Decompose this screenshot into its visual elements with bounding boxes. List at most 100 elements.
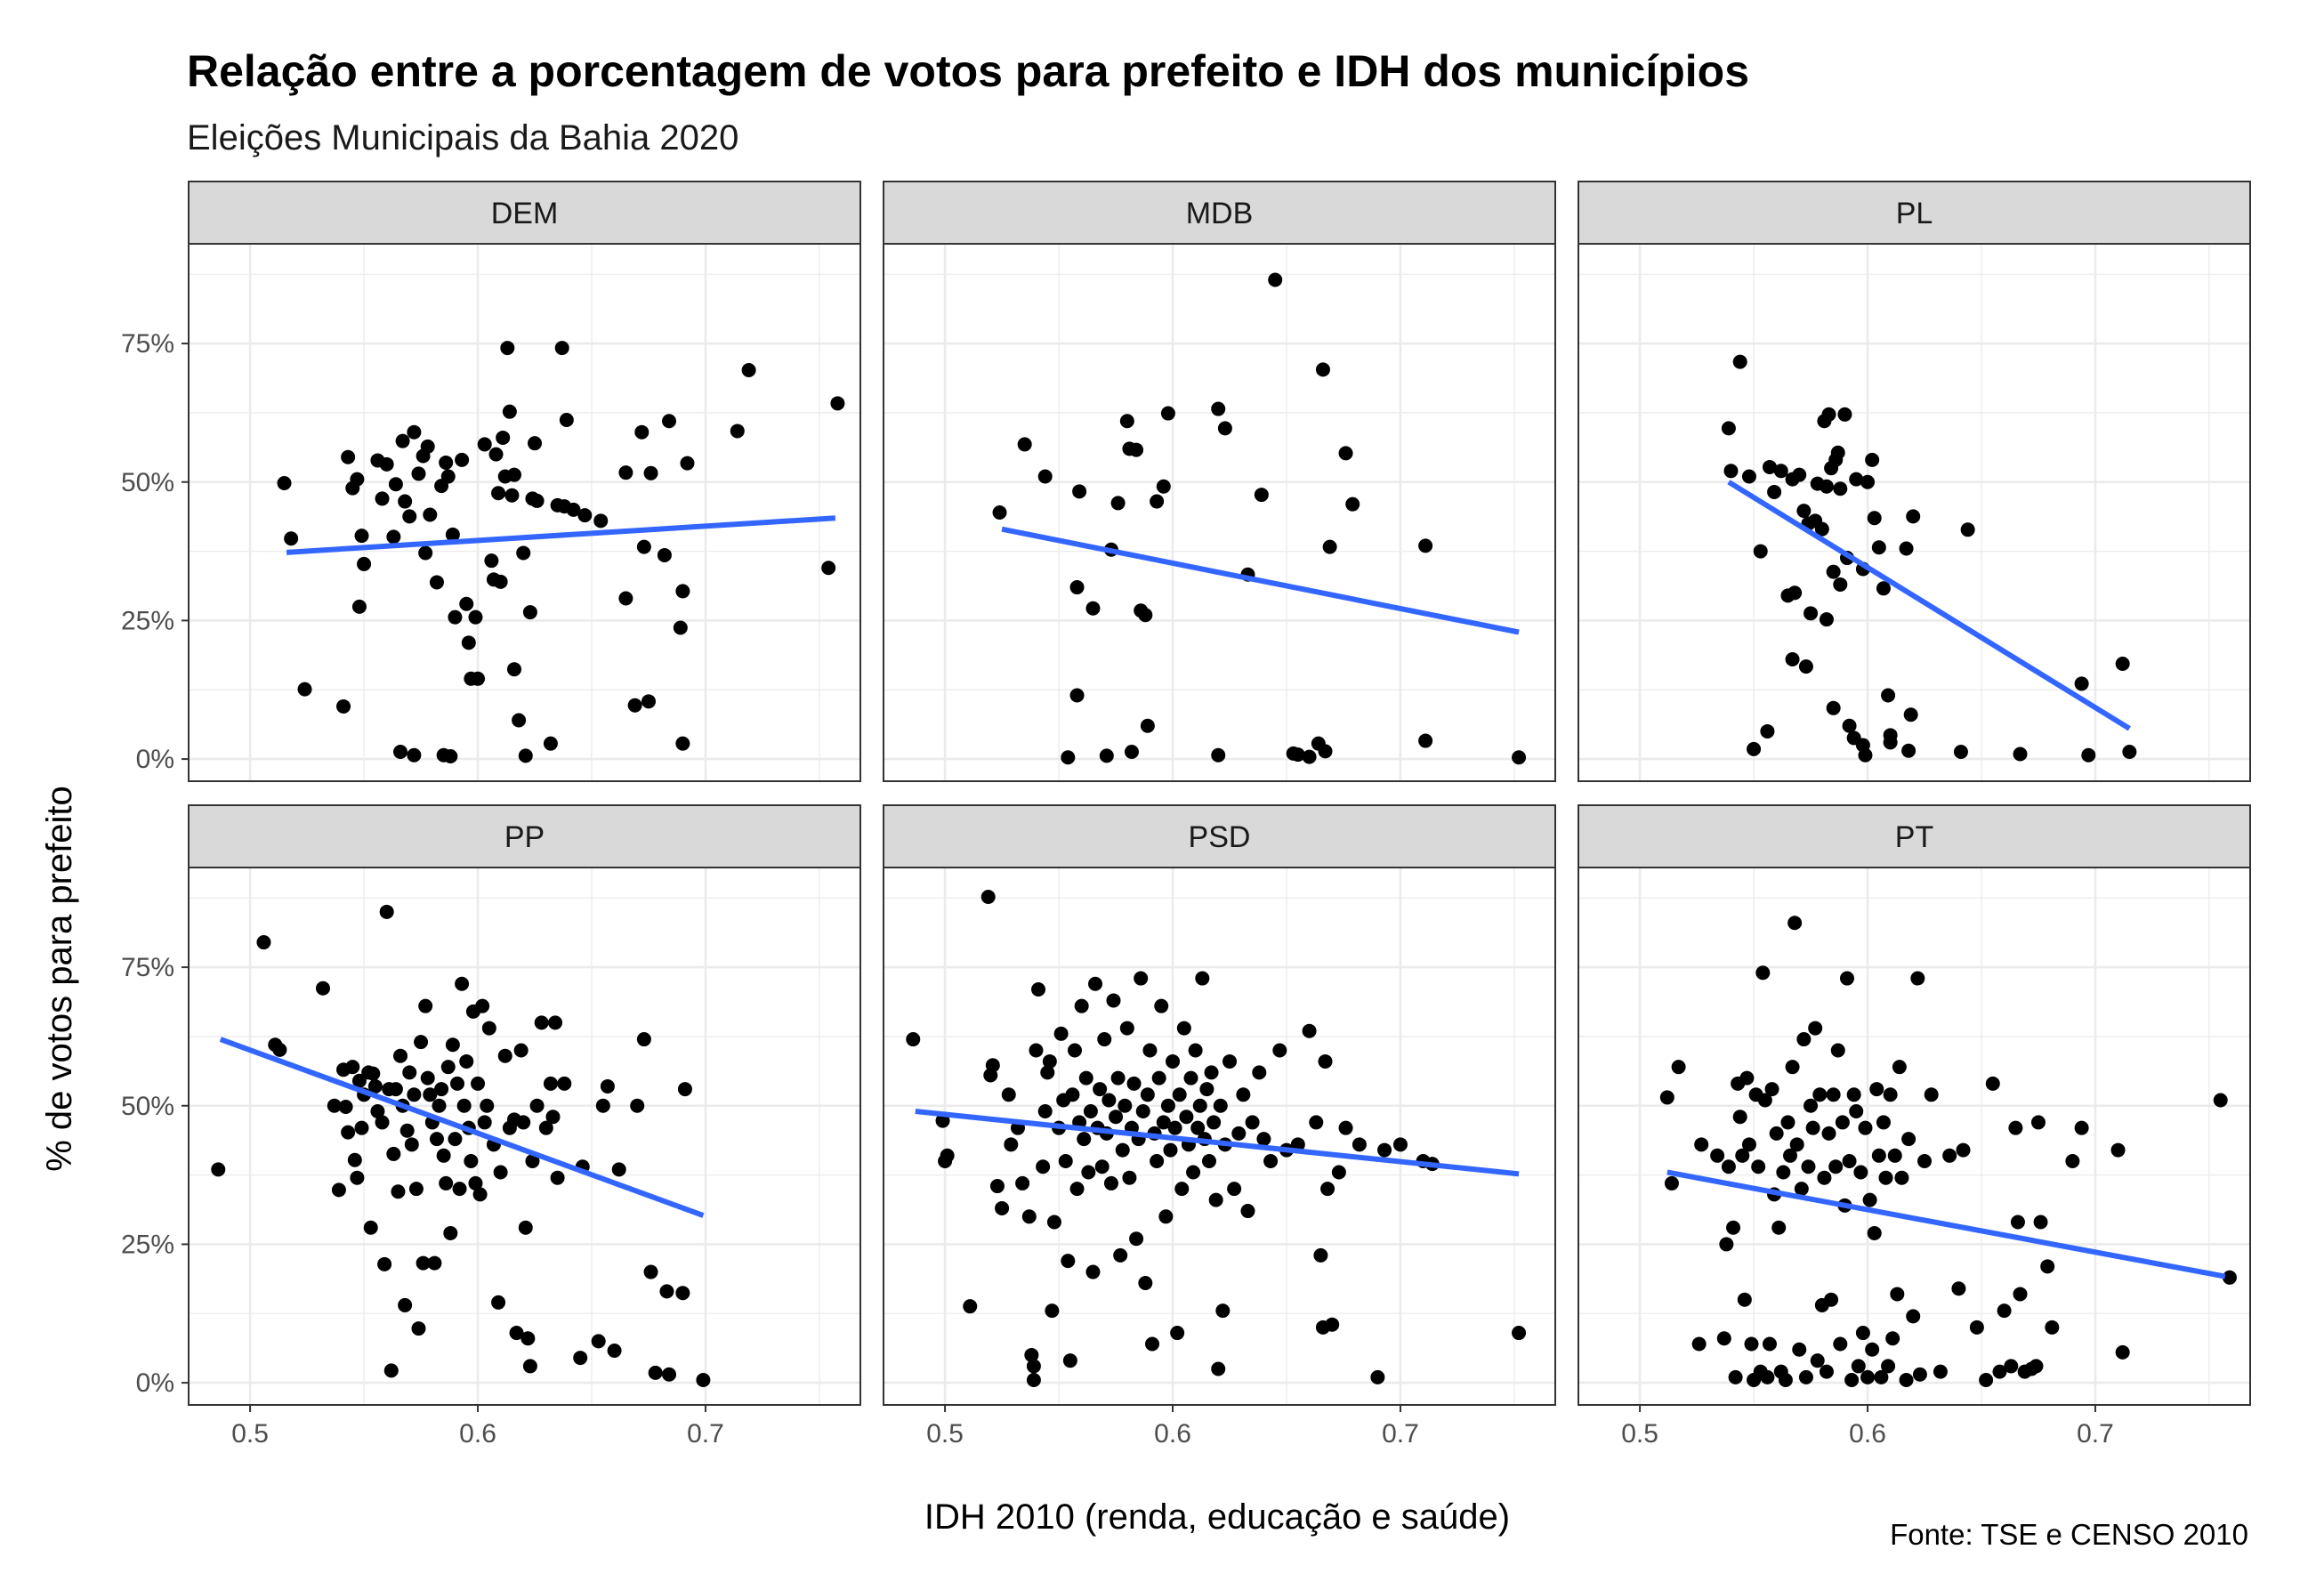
data-point bbox=[445, 1037, 460, 1053]
data-point bbox=[1106, 993, 1121, 1008]
data-point bbox=[2030, 1115, 2046, 1130]
data-point bbox=[1741, 469, 1756, 484]
data-point bbox=[1917, 1154, 1933, 1169]
data-point bbox=[1122, 1170, 1137, 1185]
panel-border bbox=[1578, 867, 2251, 1406]
data-point bbox=[1842, 1154, 1857, 1169]
data-point bbox=[1721, 1159, 1736, 1174]
data-point bbox=[992, 505, 1007, 520]
data-point bbox=[1231, 1126, 1247, 1141]
trend-line bbox=[219, 1037, 705, 1218]
data-point bbox=[502, 404, 517, 419]
data-point bbox=[1723, 464, 1739, 479]
data-point bbox=[1824, 1292, 1839, 1307]
facet-label: PP bbox=[504, 820, 545, 854]
data-point bbox=[989, 1179, 1005, 1194]
data-point bbox=[1992, 1364, 2007, 1379]
data-point bbox=[1172, 1087, 1187, 1102]
data-point bbox=[1830, 445, 1845, 460]
data-point bbox=[341, 449, 356, 464]
data-point bbox=[696, 1372, 711, 1387]
data-point bbox=[211, 1162, 226, 1177]
data-point bbox=[985, 1058, 1000, 1073]
data-point bbox=[1885, 1331, 1900, 1346]
data-point bbox=[1145, 1336, 1159, 1352]
facet-strip bbox=[1578, 804, 2251, 868]
data-point bbox=[1211, 1361, 1226, 1376]
data-point bbox=[434, 1082, 449, 1097]
data-point bbox=[1040, 1065, 1055, 1080]
data-point bbox=[456, 1098, 472, 1113]
data-point bbox=[1810, 1353, 1825, 1368]
data-point bbox=[543, 1076, 558, 1091]
trend-line bbox=[1727, 480, 2131, 731]
panel-background bbox=[884, 868, 1555, 1405]
data-point bbox=[618, 465, 633, 480]
data-point bbox=[2008, 1120, 2023, 1135]
data-point bbox=[1512, 750, 1527, 765]
data-point bbox=[464, 1154, 479, 1169]
data-point bbox=[448, 1132, 463, 1147]
data-point bbox=[347, 1152, 362, 1167]
data-point bbox=[1840, 971, 1854, 986]
data-point bbox=[1664, 1175, 1679, 1190]
data-point bbox=[407, 1087, 422, 1102]
data-point bbox=[367, 1078, 383, 1094]
data-point bbox=[730, 424, 745, 439]
data-point bbox=[1031, 981, 1046, 997]
data-point bbox=[493, 1165, 508, 1180]
data-point bbox=[1719, 1237, 1734, 1252]
data-point bbox=[1338, 1120, 1353, 1135]
data-point bbox=[429, 1132, 444, 1147]
facet-label: MDB bbox=[1186, 197, 1254, 230]
facet-label: PT bbox=[1895, 820, 1933, 854]
data-point bbox=[577, 508, 593, 523]
data-point bbox=[1093, 1082, 1108, 1097]
data-point bbox=[1785, 652, 1800, 667]
data-point bbox=[471, 1076, 486, 1091]
data-point bbox=[1418, 538, 1433, 553]
data-point bbox=[1814, 521, 1829, 537]
data-point bbox=[1166, 1053, 1181, 1069]
data-point bbox=[1887, 1148, 1902, 1163]
chart-subtitle: Eleições Municipais da Bahia 2020 bbox=[187, 118, 738, 157]
data-point bbox=[1190, 1120, 1206, 1135]
data-point bbox=[2004, 1359, 2019, 1374]
data-point bbox=[1206, 1115, 1222, 1130]
data-point bbox=[455, 976, 470, 991]
data-point bbox=[350, 472, 365, 487]
data-point bbox=[1037, 1103, 1053, 1118]
data-point bbox=[940, 1148, 955, 1163]
data-point bbox=[2115, 1344, 2130, 1360]
data-point bbox=[1804, 1098, 1819, 1113]
data-point bbox=[1036, 1159, 1051, 1174]
data-point bbox=[595, 1098, 610, 1113]
data-point bbox=[393, 1048, 408, 1063]
data-point bbox=[1867, 1225, 1882, 1240]
data-point bbox=[516, 545, 531, 561]
data-point bbox=[2110, 1142, 2126, 1158]
x-tick-label: 0.5 bbox=[926, 1419, 964, 1449]
facet-mdb: MDB bbox=[883, 181, 1556, 782]
y-tick-label: 50% bbox=[121, 1092, 174, 1121]
data-point bbox=[513, 1043, 529, 1058]
data-point bbox=[1113, 1247, 1128, 1263]
data-point bbox=[452, 1182, 467, 1197]
data-point bbox=[1819, 1364, 1834, 1379]
data-point bbox=[1156, 479, 1171, 494]
data-point bbox=[1195, 971, 1210, 986]
data-point bbox=[2013, 747, 2028, 762]
data-point bbox=[1747, 741, 1762, 756]
data-point bbox=[1792, 1342, 1807, 1357]
data-point bbox=[1213, 1098, 1228, 1113]
facet-dem: DEM 0% 25% 50% 75% bbox=[121, 181, 861, 782]
data-point bbox=[1826, 1087, 1841, 1102]
data-point bbox=[398, 494, 413, 509]
data-point bbox=[1118, 1098, 1133, 1113]
data-point bbox=[1878, 1170, 1893, 1185]
data-point bbox=[1026, 1359, 1041, 1374]
data-point bbox=[1849, 472, 1864, 487]
data-point bbox=[1833, 577, 1848, 592]
data-point bbox=[1842, 718, 1857, 733]
data-point bbox=[402, 1065, 417, 1080]
